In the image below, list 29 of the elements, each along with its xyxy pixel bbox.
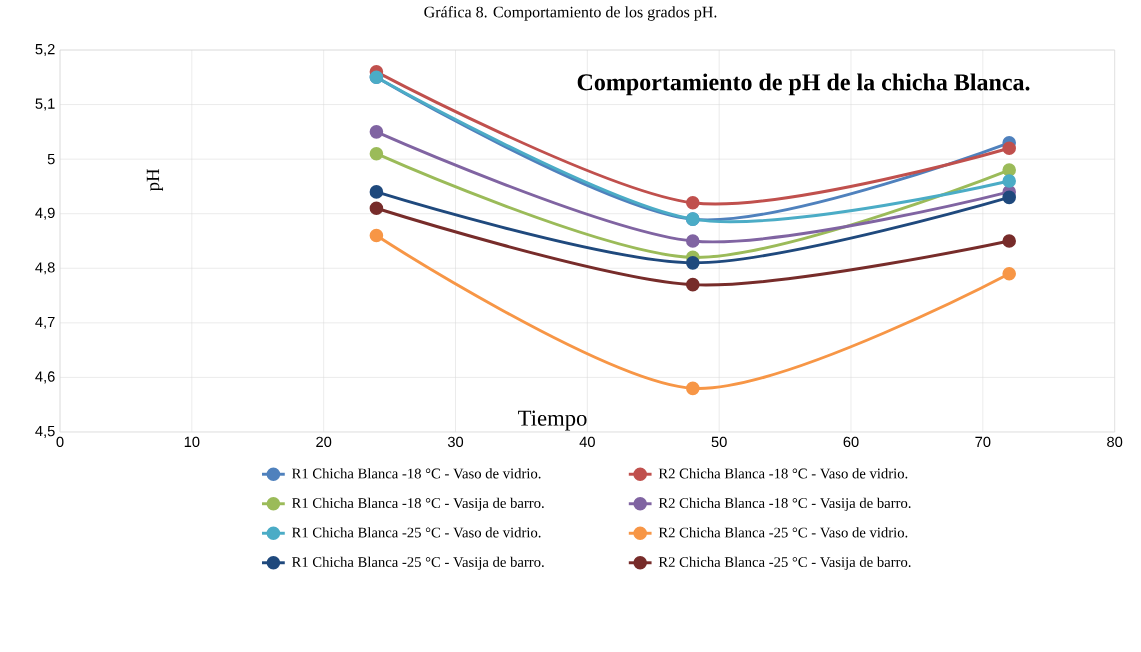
y-tick-label: 5,1 bbox=[35, 98, 55, 111]
text: Gráfica 8. Comportamiento de los grados pH. bbox=[424, 6, 717, 21]
y-tick-label: 4,9 bbox=[35, 207, 55, 220]
legend-label: R2 Chicha Blanca -25 °C - Vaso de vidrio. bbox=[658, 527, 908, 538]
y-tick-label: 4,6 bbox=[35, 371, 55, 384]
text: Comportamiento de pH de la chicha Blanca. bbox=[577, 73, 1030, 96]
legend-label: R1 Chicha Blanca -18 °C - Vaso de vidrio. bbox=[292, 468, 541, 479]
legend-label: R2 Chicha Blanca -25 °C - Vasija de barro. bbox=[658, 556, 911, 570]
legend-label: R2 Chicha Blanca -18 °C - Vaso de vidrio. bbox=[658, 468, 908, 479]
x-tick-label: 10 bbox=[184, 436, 200, 448]
legend-label: R1 Chicha Blanca -18 °C - Vasija de barro. bbox=[292, 497, 544, 511]
legend-label: R2 Chicha Blanca -18 °C - Vasija de barro. bbox=[658, 497, 911, 511]
y-tick-label: 4,8 bbox=[35, 262, 55, 275]
legend-label: R1 Chicha Blanca -25 °C - Vaso de vidrio. bbox=[292, 527, 541, 538]
x-tick-label: 40 bbox=[579, 436, 595, 448]
y-tick-label: 5,2 bbox=[35, 43, 55, 57]
y-tick-label: 4,5 bbox=[35, 426, 55, 438]
x-tick-label: 60 bbox=[843, 436, 859, 448]
y-tick-label: 5 bbox=[47, 154, 55, 165]
y-tick-label: 4,7 bbox=[35, 316, 55, 329]
x-tick-label: 80 bbox=[1107, 436, 1123, 448]
legend-label: R1 Chicha Blanca -25 °C - Vasija de barro. bbox=[292, 556, 544, 570]
x-axis-title: Tiempo bbox=[518, 410, 587, 431]
y-axis-title: pH bbox=[146, 169, 164, 191]
x-tick-label: 50 bbox=[711, 436, 727, 448]
x-tick-label: 20 bbox=[316, 436, 332, 448]
x-tick-label: 0 bbox=[56, 436, 64, 448]
x-tick-label: 30 bbox=[447, 436, 464, 448]
x-tick-label: 70 bbox=[975, 436, 991, 448]
